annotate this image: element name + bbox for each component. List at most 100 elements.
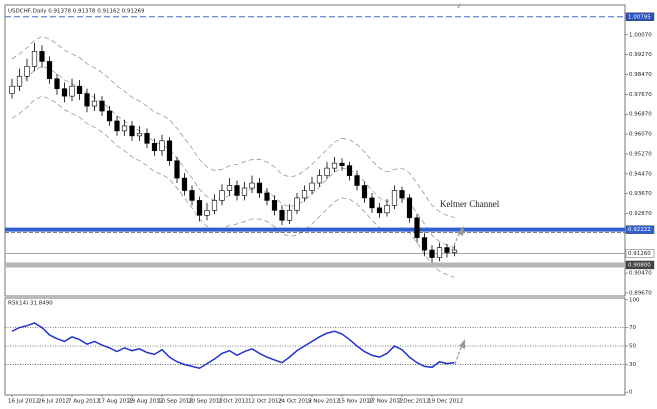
candle-body bbox=[421, 237, 428, 251]
rsi-line bbox=[11, 322, 455, 370]
y-tick-label: 0 bbox=[629, 390, 633, 396]
candle-body bbox=[331, 162, 338, 169]
plot-layer: 0.89670 0.90470 0.92870 0.93670 0.94470 0.952… bbox=[5, 12, 655, 405]
candle-body bbox=[399, 190, 405, 199]
y-tick-label: 0.97670 bbox=[629, 92, 652, 98]
x-tick-label: 26 Jul 2012 bbox=[38, 399, 69, 405]
candle-body bbox=[204, 210, 210, 216]
y-tick-label: 0.90470 bbox=[629, 271, 652, 277]
candle-body bbox=[444, 247, 450, 253]
candle-body bbox=[106, 110, 113, 122]
candle-body bbox=[324, 167, 330, 176]
level-label-box bbox=[625, 260, 655, 270]
candle-body bbox=[429, 249, 435, 258]
keltner-line bbox=[11, 36, 455, 219]
candle-body bbox=[414, 217, 420, 238]
arrow-line bbox=[457, 2, 462, 9]
y-tick-label: 30 bbox=[629, 362, 636, 368]
candle-body bbox=[211, 200, 218, 211]
y-tick-label: 0.95270 bbox=[629, 151, 652, 157]
candle-body bbox=[256, 182, 263, 194]
candle-body bbox=[339, 162, 345, 166]
candle-body bbox=[39, 51, 45, 62]
candle-body bbox=[9, 85, 15, 94]
candle-body bbox=[136, 133, 143, 137]
x-tick-label: 16 Jul 2012 bbox=[8, 399, 39, 405]
rsi-panel bbox=[4, 297, 626, 396]
level-label: 0.91260 bbox=[628, 251, 651, 257]
candle-body bbox=[61, 88, 68, 97]
x-tick-label: 29 Aug 2012 bbox=[128, 399, 163, 405]
candle-body bbox=[264, 192, 270, 201]
x-tick-label: 17 Aug 2012 bbox=[98, 399, 133, 405]
candle-body bbox=[31, 51, 38, 67]
level-label: 0.92222 bbox=[628, 227, 651, 233]
arrow-head bbox=[457, 226, 464, 236]
x-tick-label: 20 Sep 2012 bbox=[188, 399, 223, 405]
candle-body bbox=[159, 140, 165, 152]
candle-body bbox=[271, 200, 278, 211]
candle-body bbox=[316, 175, 323, 184]
rsi-title: RSI(14) 31.8490 bbox=[8, 301, 53, 307]
candle-body bbox=[69, 85, 75, 97]
y-tick-label: 0.93670 bbox=[629, 191, 652, 197]
y-tick-label: 50 bbox=[629, 344, 636, 350]
y-tick-label: 0.89670 bbox=[629, 291, 652, 297]
candle-body bbox=[279, 210, 285, 221]
y-tick-label: 100 bbox=[629, 297, 640, 303]
y-tick-label: 0.99270 bbox=[629, 52, 652, 58]
candle-body bbox=[114, 120, 120, 132]
annotation: Keltner Channel bbox=[440, 199, 500, 209]
x-tick-label: 7 Aug 2012 bbox=[68, 399, 100, 405]
x-tick-label: 2 Oct 2012 bbox=[218, 399, 249, 405]
level-label-box bbox=[625, 225, 655, 234]
candle-body bbox=[406, 197, 413, 219]
keltner-line bbox=[11, 65, 455, 248]
candle-body bbox=[24, 66, 30, 77]
candle-body bbox=[369, 197, 375, 209]
x-tick-label: 27 Nov 2012 bbox=[368, 399, 403, 405]
candle-body bbox=[241, 187, 248, 196]
y-tick-label: 0.96870 bbox=[629, 112, 652, 118]
arrow-line bbox=[451, 231, 461, 251]
level-label: 1.00795 bbox=[628, 14, 651, 20]
x-tick-label: 12 Oct 2012 bbox=[248, 399, 282, 405]
candle-body bbox=[301, 190, 308, 199]
candle-body bbox=[391, 190, 398, 206]
y-tick-label: 70 bbox=[629, 325, 636, 331]
arrow-heads bbox=[457, 226, 465, 349]
level-label-box bbox=[625, 12, 655, 21]
x-tick-label: 7 Dec 2012 bbox=[398, 399, 430, 405]
candle-body bbox=[76, 85, 83, 94]
arrow-line bbox=[454, 344, 463, 365]
candle-body bbox=[249, 182, 255, 189]
candle-body bbox=[234, 185, 240, 196]
candle-body bbox=[354, 175, 360, 186]
candle-body bbox=[54, 78, 60, 89]
arrows bbox=[451, 2, 463, 365]
candle-body bbox=[196, 200, 203, 216]
candle-body bbox=[219, 190, 225, 201]
candle-body bbox=[309, 182, 315, 191]
candle-body bbox=[144, 133, 150, 144]
arrow-head bbox=[459, 339, 465, 349]
candle-body bbox=[376, 207, 383, 214]
candle-body bbox=[384, 205, 390, 214]
candle-body bbox=[286, 210, 293, 221]
candle-body bbox=[151, 142, 158, 152]
candle-body bbox=[181, 177, 188, 191]
candle-body bbox=[91, 100, 98, 107]
y-tick-label: 1.00070 bbox=[629, 32, 652, 38]
x-tick-label: 19 Dec 2012 bbox=[428, 399, 463, 405]
candle-body bbox=[294, 197, 300, 211]
candle-body bbox=[226, 185, 233, 191]
level-label: 0.90800 bbox=[628, 262, 651, 268]
y-tick-label: 0.96070 bbox=[629, 132, 652, 138]
candle-body bbox=[121, 125, 128, 132]
candle-body bbox=[436, 247, 443, 258]
candle-body bbox=[174, 160, 180, 179]
candle-body bbox=[84, 93, 90, 107]
candle-body bbox=[451, 249, 458, 253]
candle-body bbox=[16, 75, 23, 87]
